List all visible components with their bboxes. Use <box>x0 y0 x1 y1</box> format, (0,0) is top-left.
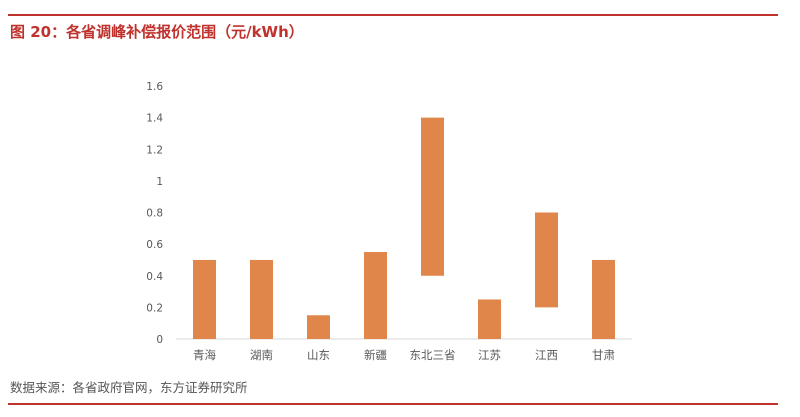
x-tick-label: 江西 <box>535 348 558 362</box>
y-axis-ticks: 0 0.2 0.4 0.6 0.8 1 1.2 1.4 1.6 <box>146 81 163 346</box>
bar <box>250 259 273 339</box>
x-tick-label: 青海 <box>193 348 216 362</box>
x-tick-label: 新疆 <box>364 348 387 362</box>
x-tick-label: 甘肃 <box>592 348 615 362</box>
y-tick-label: 0 <box>156 334 163 346</box>
bar <box>307 315 330 339</box>
y-tick-label: 0.2 <box>146 302 163 314</box>
x-tick-label: 山东 <box>307 348 330 362</box>
figure-title: 图 20：各省调峰补偿报价范围（元/kWh） <box>10 23 304 41</box>
bar <box>193 259 216 339</box>
bar <box>592 259 615 339</box>
y-tick-label: 1 <box>156 176 163 188</box>
bar <box>364 252 387 339</box>
y-tick-label: 0.6 <box>146 239 163 251</box>
bar <box>478 299 501 339</box>
x-tick-label: 东北三省 <box>410 348 456 362</box>
y-tick-label: 1.2 <box>146 144 163 156</box>
x-axis-labels: 青海 湖南 山东 新疆 东北三省 江苏 江西 甘肃 <box>193 348 615 362</box>
top-rule <box>8 14 778 16</box>
bar <box>535 212 558 308</box>
y-tick-label: 1.4 <box>146 113 163 125</box>
bars <box>193 117 615 339</box>
y-tick-label: 0.4 <box>146 271 163 283</box>
x-tick-label: 湖南 <box>250 348 273 362</box>
bottom-rule <box>8 403 778 405</box>
bar <box>421 117 444 276</box>
y-tick-label: 1.6 <box>146 81 163 93</box>
y-tick-label: 0.8 <box>146 208 163 220</box>
x-tick-label: 江苏 <box>478 348 501 362</box>
source-note: 数据来源：各省政府官网，东方证券研究所 <box>10 380 248 395</box>
